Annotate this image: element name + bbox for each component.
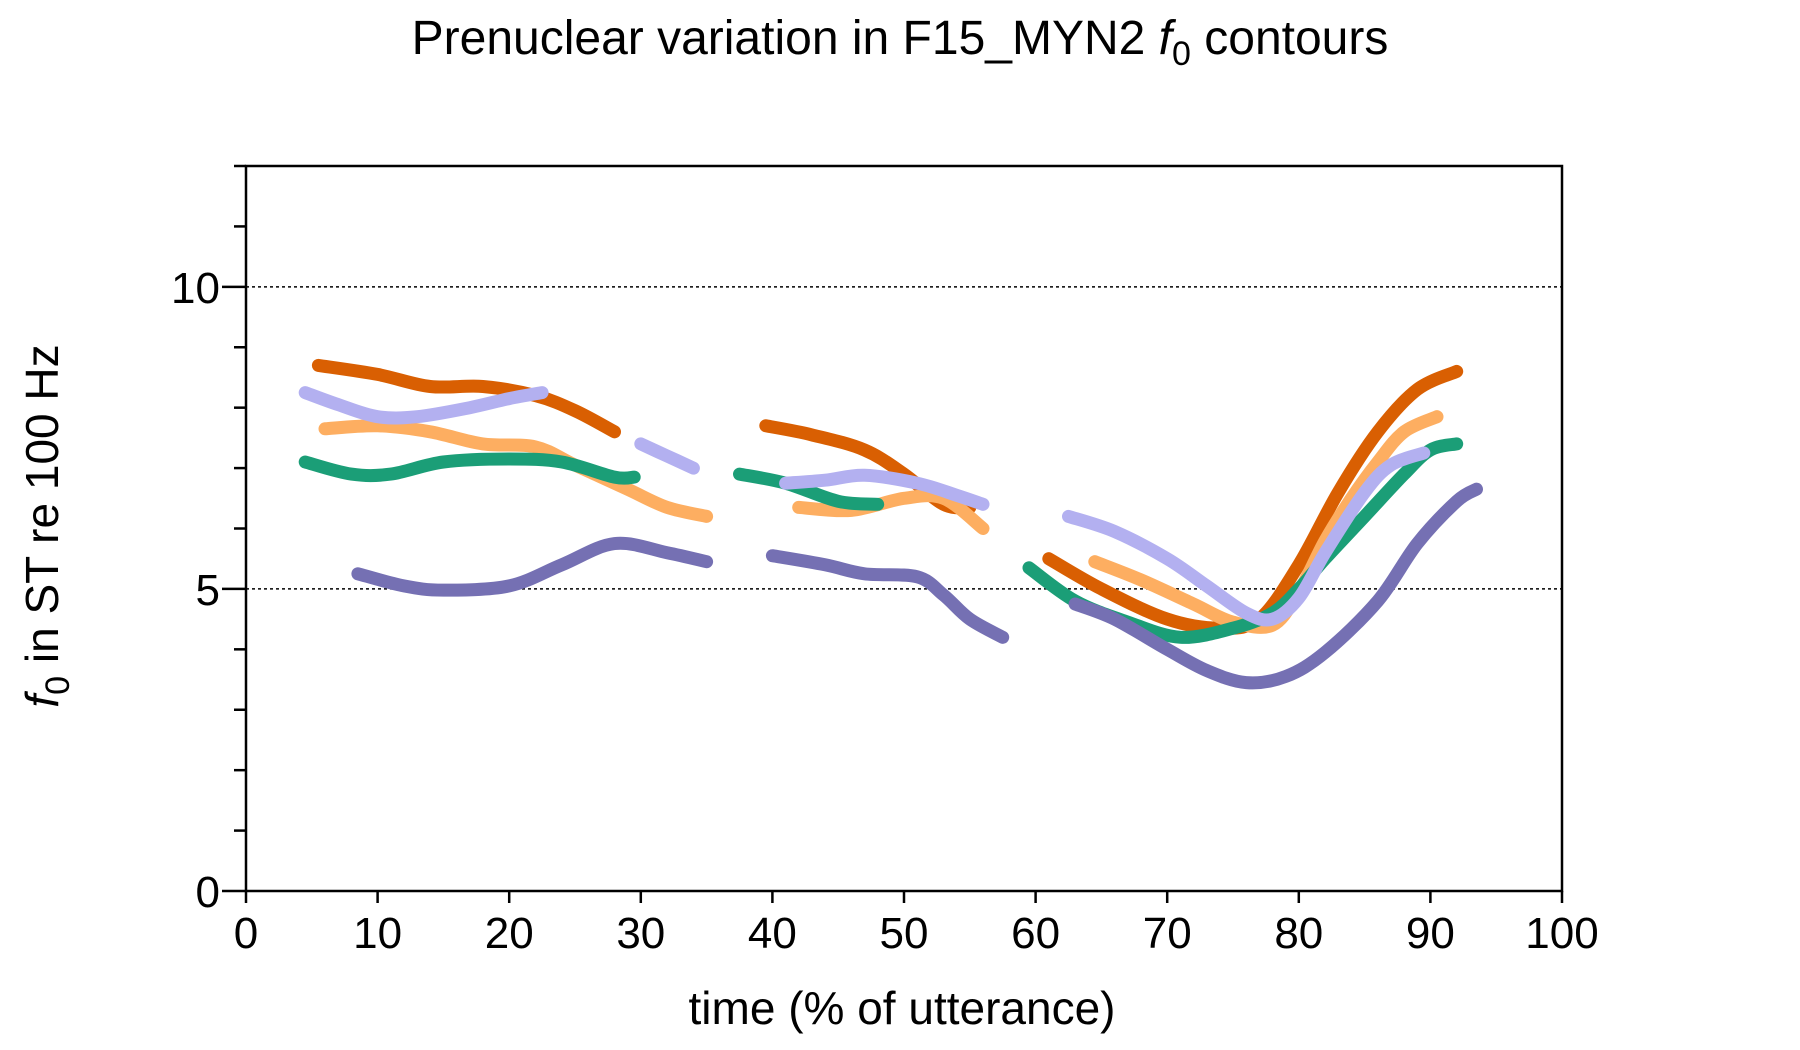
- x-tick-label: 60: [1011, 909, 1060, 958]
- x-axis-ticks: 0 10 20 30 40 50 60 70 80 90 100: [234, 891, 1599, 958]
- series-5-segment-2: [634, 437, 700, 475]
- series-4: [351, 482, 1483, 690]
- x-tick-label: 70: [1143, 909, 1192, 958]
- y-tick-label: 0: [196, 868, 220, 917]
- x-tick-label: 0: [234, 909, 258, 958]
- x-tick-label: 10: [353, 909, 402, 958]
- series-3-segment-2: [733, 467, 885, 511]
- series-2-segment-2: [792, 489, 990, 535]
- chart-title-suffix: contours: [1191, 12, 1388, 65]
- x-tick-label: 90: [1406, 909, 1455, 958]
- series-1-segment-3: [1042, 364, 1464, 635]
- series-3-segment-1: [298, 452, 641, 485]
- series-2-segment-1: [318, 419, 714, 523]
- series-5-segment-3: [779, 468, 990, 511]
- series-4-segment-2: [765, 549, 1010, 644]
- x-tick-label: 30: [616, 909, 665, 958]
- series-4-segment-1: [351, 536, 714, 597]
- series-1-segment-1: [311, 358, 621, 439]
- x-axis-label: time (% of utterance): [689, 982, 1116, 1034]
- series-group: [298, 358, 1483, 690]
- y-axis-ticks: 0 5 10: [171, 164, 246, 917]
- x-tick-label: 40: [748, 909, 797, 958]
- y-axis-label-suffix: in ST re 100 Hz: [16, 344, 68, 676]
- plot-frame: [244, 164, 1564, 893]
- y-axis-label-subscript: 0: [39, 676, 77, 695]
- y-axis-label: f0 in ST re 100 Hz: [16, 344, 77, 707]
- series-5-segment-1: [298, 386, 549, 425]
- x-tick-label: 20: [485, 909, 534, 958]
- series-2: [318, 410, 1444, 634]
- x-tick-label: 80: [1274, 909, 1323, 958]
- chart-title-subscript: 0: [1172, 35, 1191, 73]
- chart-title-prefix: Prenuclear variation in F15_MYN2: [412, 12, 1159, 65]
- y-tick-label: 5: [196, 566, 220, 615]
- series-5-segment-4: [1062, 446, 1431, 627]
- plot-border: [244, 164, 1564, 893]
- series-5: [298, 386, 1431, 627]
- x-tick-label: 100: [1525, 909, 1598, 958]
- y-axis-label-symbol: f: [16, 691, 68, 708]
- y-tick-label: 10: [171, 264, 220, 313]
- chart-title: Prenuclear variation in F15_MYN2 f0 cont…: [412, 12, 1389, 73]
- x-tick-label: 50: [880, 909, 929, 958]
- series-4-segment-3: [1068, 482, 1483, 690]
